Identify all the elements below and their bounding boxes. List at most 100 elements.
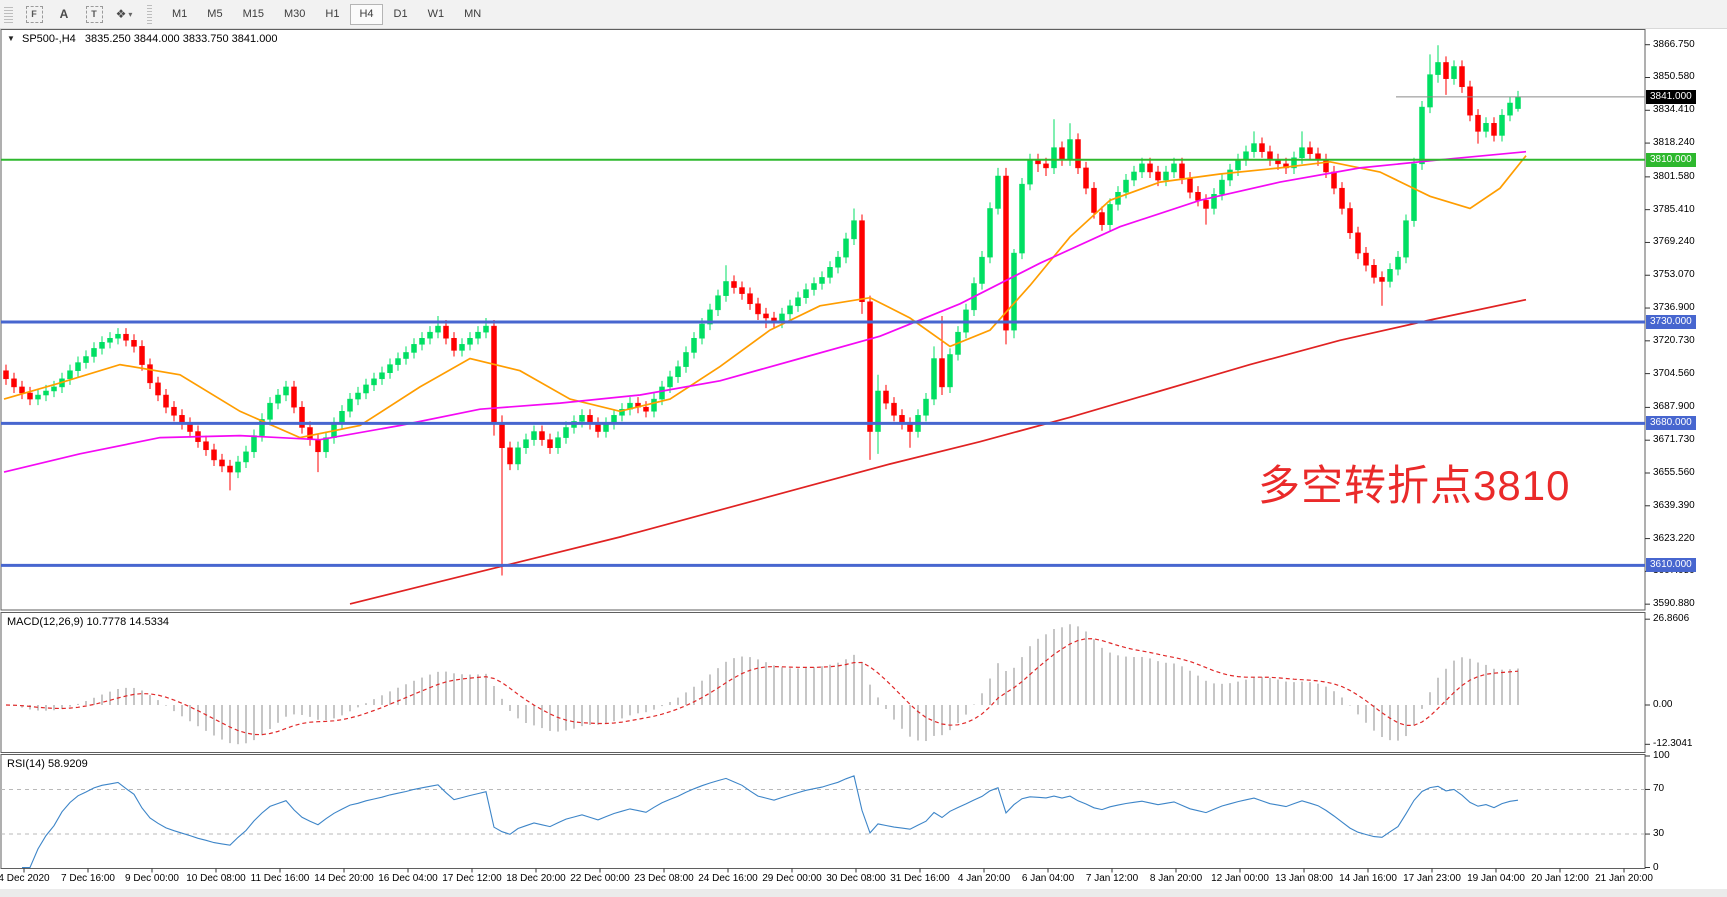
candle — [1419, 100, 1425, 170]
candle — [787, 299, 793, 320]
timeframe-W1[interactable]: W1 — [427, 7, 445, 20]
candle — [51, 380, 57, 398]
date-tick-label: 17 Dec 12:00 — [442, 873, 502, 884]
candle — [803, 283, 809, 304]
candle — [1299, 131, 1305, 164]
text-box-tool[interactable]: T — [82, 3, 106, 25]
timeframe-toolbar-grip[interactable] — [147, 4, 152, 24]
candle — [1163, 165, 1169, 187]
candle — [891, 397, 897, 422]
candle — [1379, 271, 1385, 306]
candle — [771, 311, 777, 329]
candle — [531, 425, 537, 446]
candle — [1491, 117, 1497, 142]
candle — [403, 346, 409, 365]
candle — [1483, 117, 1489, 138]
candle — [267, 397, 273, 426]
date-tick-label: 17 Jan 23:00 — [1403, 873, 1461, 884]
candle — [1499, 109, 1505, 142]
candle — [587, 409, 593, 430]
candle — [1339, 182, 1345, 215]
toolbar: F A T ❖ ▾ M1 M5 M15 M30 H1 H4 D1 W1 MN — [0, 0, 1727, 29]
macd-panel[interactable] — [0, 612, 1646, 753]
date-tick-label: 20 Jan 12:00 — [1531, 873, 1589, 884]
price-tick-label: 3753.070 — [1653, 269, 1695, 281]
candle — [467, 332, 473, 351]
candle — [755, 297, 761, 320]
candle — [1099, 206, 1105, 231]
timeframe-MN[interactable]: MN — [464, 7, 482, 20]
candle — [723, 265, 729, 302]
date-tick-label: 12 Jan 00:00 — [1211, 873, 1269, 884]
candle — [187, 417, 193, 438]
candle — [299, 401, 305, 434]
chart-annotation[interactable]: 多空转折点3810 — [1258, 462, 1571, 509]
toolbar-grip[interactable] — [4, 5, 13, 23]
chart-window-tool[interactable]: F — [22, 3, 46, 25]
candle — [643, 401, 649, 418]
ma-magenta — [3, 150, 1527, 473]
timeframe-H4[interactable]: H4 — [350, 3, 383, 25]
candle — [627, 397, 633, 416]
rsi-tick-label: 0 — [1653, 861, 1659, 873]
candle — [603, 417, 609, 438]
chart-title: ▼ SP500-,H4 3835.250 3844.000 3833.750 3… — [7, 33, 278, 45]
price-tick-label: 3704.560 — [1653, 367, 1695, 379]
candle — [419, 332, 425, 351]
candle — [459, 338, 465, 357]
candle — [843, 232, 849, 264]
rsi-panel[interactable] — [0, 754, 1646, 869]
timeframe-M15[interactable]: M15 — [242, 7, 264, 20]
date-tick-label: 11 Dec 16:00 — [250, 873, 310, 884]
timeframe-M1[interactable]: M1 — [172, 7, 188, 20]
objects-dropdown-tool[interactable]: ❖ ▾ — [115, 7, 133, 21]
candle — [635, 397, 641, 414]
level-badge-3680: 3680.000 — [1646, 416, 1696, 431]
candle — [1091, 182, 1097, 219]
candle — [115, 328, 121, 345]
timeframe-D1[interactable]: D1 — [393, 7, 408, 20]
candle — [323, 431, 329, 458]
candle — [1347, 202, 1353, 239]
date-tick-label: 23 Dec 08:00 — [634, 873, 694, 884]
collapse-triangle-icon[interactable]: ▼ — [7, 34, 15, 43]
macd-histogram — [13, 624, 1519, 745]
candle — [3, 364, 9, 385]
level-badge-3610: 3610.000 — [1646, 558, 1696, 573]
candle — [1227, 163, 1233, 187]
main-chart-panel[interactable] — [0, 29, 1646, 611]
candle — [307, 421, 313, 446]
timeframe-M30[interactable]: M30 — [283, 7, 306, 20]
candle — [291, 380, 297, 414]
candle — [523, 433, 529, 454]
timeframe-M5[interactable]: M5 — [207, 7, 223, 20]
ma-orange — [3, 155, 1527, 439]
candle — [875, 374, 881, 454]
price-tick-label: 3801.580 — [1653, 170, 1695, 182]
text-label-tool[interactable]: A — [59, 7, 69, 21]
candle — [819, 271, 825, 290]
timeframe-H1[interactable]: H1 — [325, 7, 340, 20]
candle — [539, 425, 545, 446]
candle — [1371, 259, 1377, 284]
candle — [923, 393, 929, 422]
candle — [1011, 249, 1017, 339]
candle — [211, 443, 217, 467]
price-tick-label: 3736.900 — [1653, 302, 1695, 314]
candle — [907, 417, 913, 448]
candle — [1003, 167, 1009, 345]
candle — [1195, 186, 1201, 207]
candle — [763, 307, 769, 329]
candle — [851, 208, 857, 245]
rsi-line — [22, 775, 1519, 869]
candle — [443, 320, 449, 345]
candle — [219, 453, 225, 473]
candle — [795, 291, 801, 312]
candle — [1019, 178, 1025, 260]
level-badge-3730: 3730.000 — [1646, 315, 1696, 330]
candle — [427, 326, 433, 345]
candle — [1411, 157, 1417, 227]
price-tick-label: 3866.750 — [1653, 38, 1695, 50]
candle — [1171, 157, 1177, 179]
